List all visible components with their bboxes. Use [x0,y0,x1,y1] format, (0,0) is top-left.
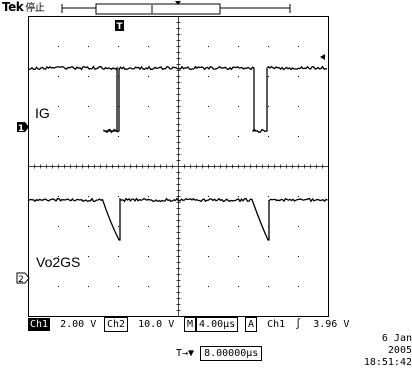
graticule-center-ticks [28,16,329,317]
date-time: 6 Jan 2005 18:51:42 [356,333,412,369]
ch1-waveform [28,65,327,134]
trigger-prefix: A [245,317,258,332]
brand-header: Tek 停止 [2,0,45,14]
ch1-scale-readout: Ch1 2.00 V [28,317,96,332]
ch2-scale-readout: Ch2 10.0 V [104,317,174,332]
ch1-ground-marker: 1 [17,122,29,134]
ch2-ground-marker: 2 [16,272,30,285]
date: 6 Jan 2005 [381,333,412,356]
trigger-slope-icon: ∫ [295,319,302,330]
timebase-scale: 4.00µs [196,317,239,332]
ch1-scale: 2.00 V [60,319,97,330]
trigger-level: 3.96 V [313,319,350,330]
trigger-position-icon: T→▼ [176,348,195,359]
trigger-position-value: 8.00000µs [200,346,263,361]
trigger-position-readout: T→▼ 8.00000µs [176,346,263,361]
ch2-waveform [28,197,328,241]
trigger-position-marker: T [115,20,124,32]
trigger-level-icon [320,54,325,60]
ch1-name: Ch1 [28,318,51,331]
ch2-name: Ch2 [104,317,129,332]
timebase-readout: M 4.00µs [184,317,239,332]
acquisition-status: 停止 [25,3,45,14]
time: 18:51:42 [363,357,412,368]
svg-text:1: 1 [18,124,24,134]
brand-logo: Tek [2,0,24,14]
ch2-scale: 10.0 V [138,319,175,330]
timebase-prefix: M [184,317,197,332]
svg-text:2: 2 [18,275,24,285]
trigger-readout: A Ch1 ∫ 3.96 V [245,317,349,332]
ch1-trace-label: IG [35,105,50,121]
record-position-bar [61,1,291,15]
record-window-marker-icon [175,1,181,5]
ch2-trace-label: Vo2GS [36,254,80,270]
trigger-source: Ch1 [267,319,286,330]
svg-text:T: T [116,22,123,32]
